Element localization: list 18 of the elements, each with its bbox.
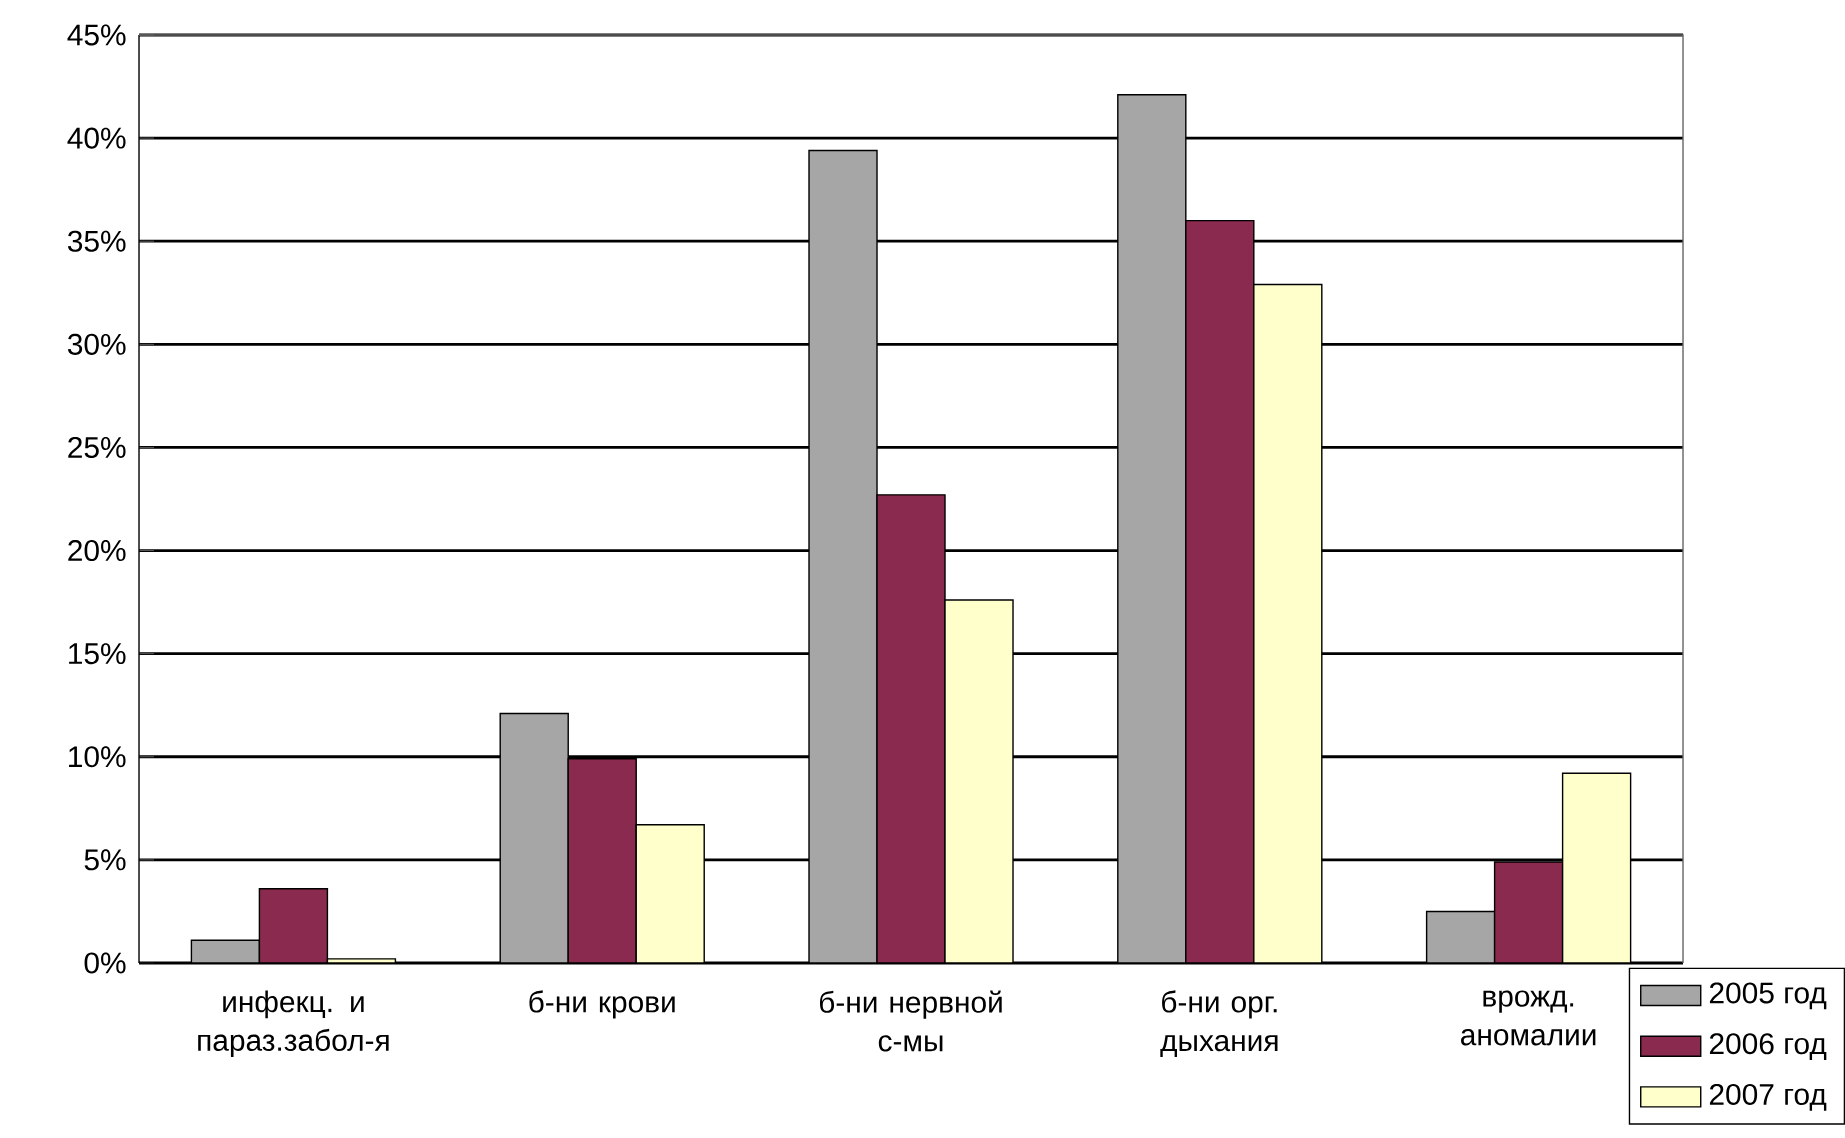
y-tick-label: 40% — [67, 127, 126, 149]
y-tick-label: 5% — [84, 849, 126, 871]
x-tick-label: б-ни нервной с-мы — [819, 990, 1002, 1052]
y-tick-label: 20% — [68, 539, 126, 562]
legend-label: 2007 год — [1709, 1083, 1827, 1111]
y-tick-label: 15% — [69, 643, 126, 665]
legend-label: 2005 год — [1709, 982, 1827, 1010]
x-tick-label: врожд. аномалии — [1461, 990, 1596, 1046]
x-tick-label: инфекц. и параз.забол-я — [198, 990, 389, 1057]
y-tick-label: 10% — [69, 746, 126, 768]
y-tick-label: 35% — [67, 230, 126, 252]
x-tick-label: б-ни крови — [529, 990, 675, 1019]
y-tick-label: 25% — [68, 436, 126, 458]
legend-label: 2006 год — [1709, 1033, 1827, 1060]
y-tick-label: 45% — [67, 24, 126, 46]
y-tick-label: 30% — [67, 333, 126, 355]
y-tick-label: 0% — [84, 952, 126, 974]
x-tick-label: б-ни орг. дыхания — [1160, 990, 1278, 1057]
